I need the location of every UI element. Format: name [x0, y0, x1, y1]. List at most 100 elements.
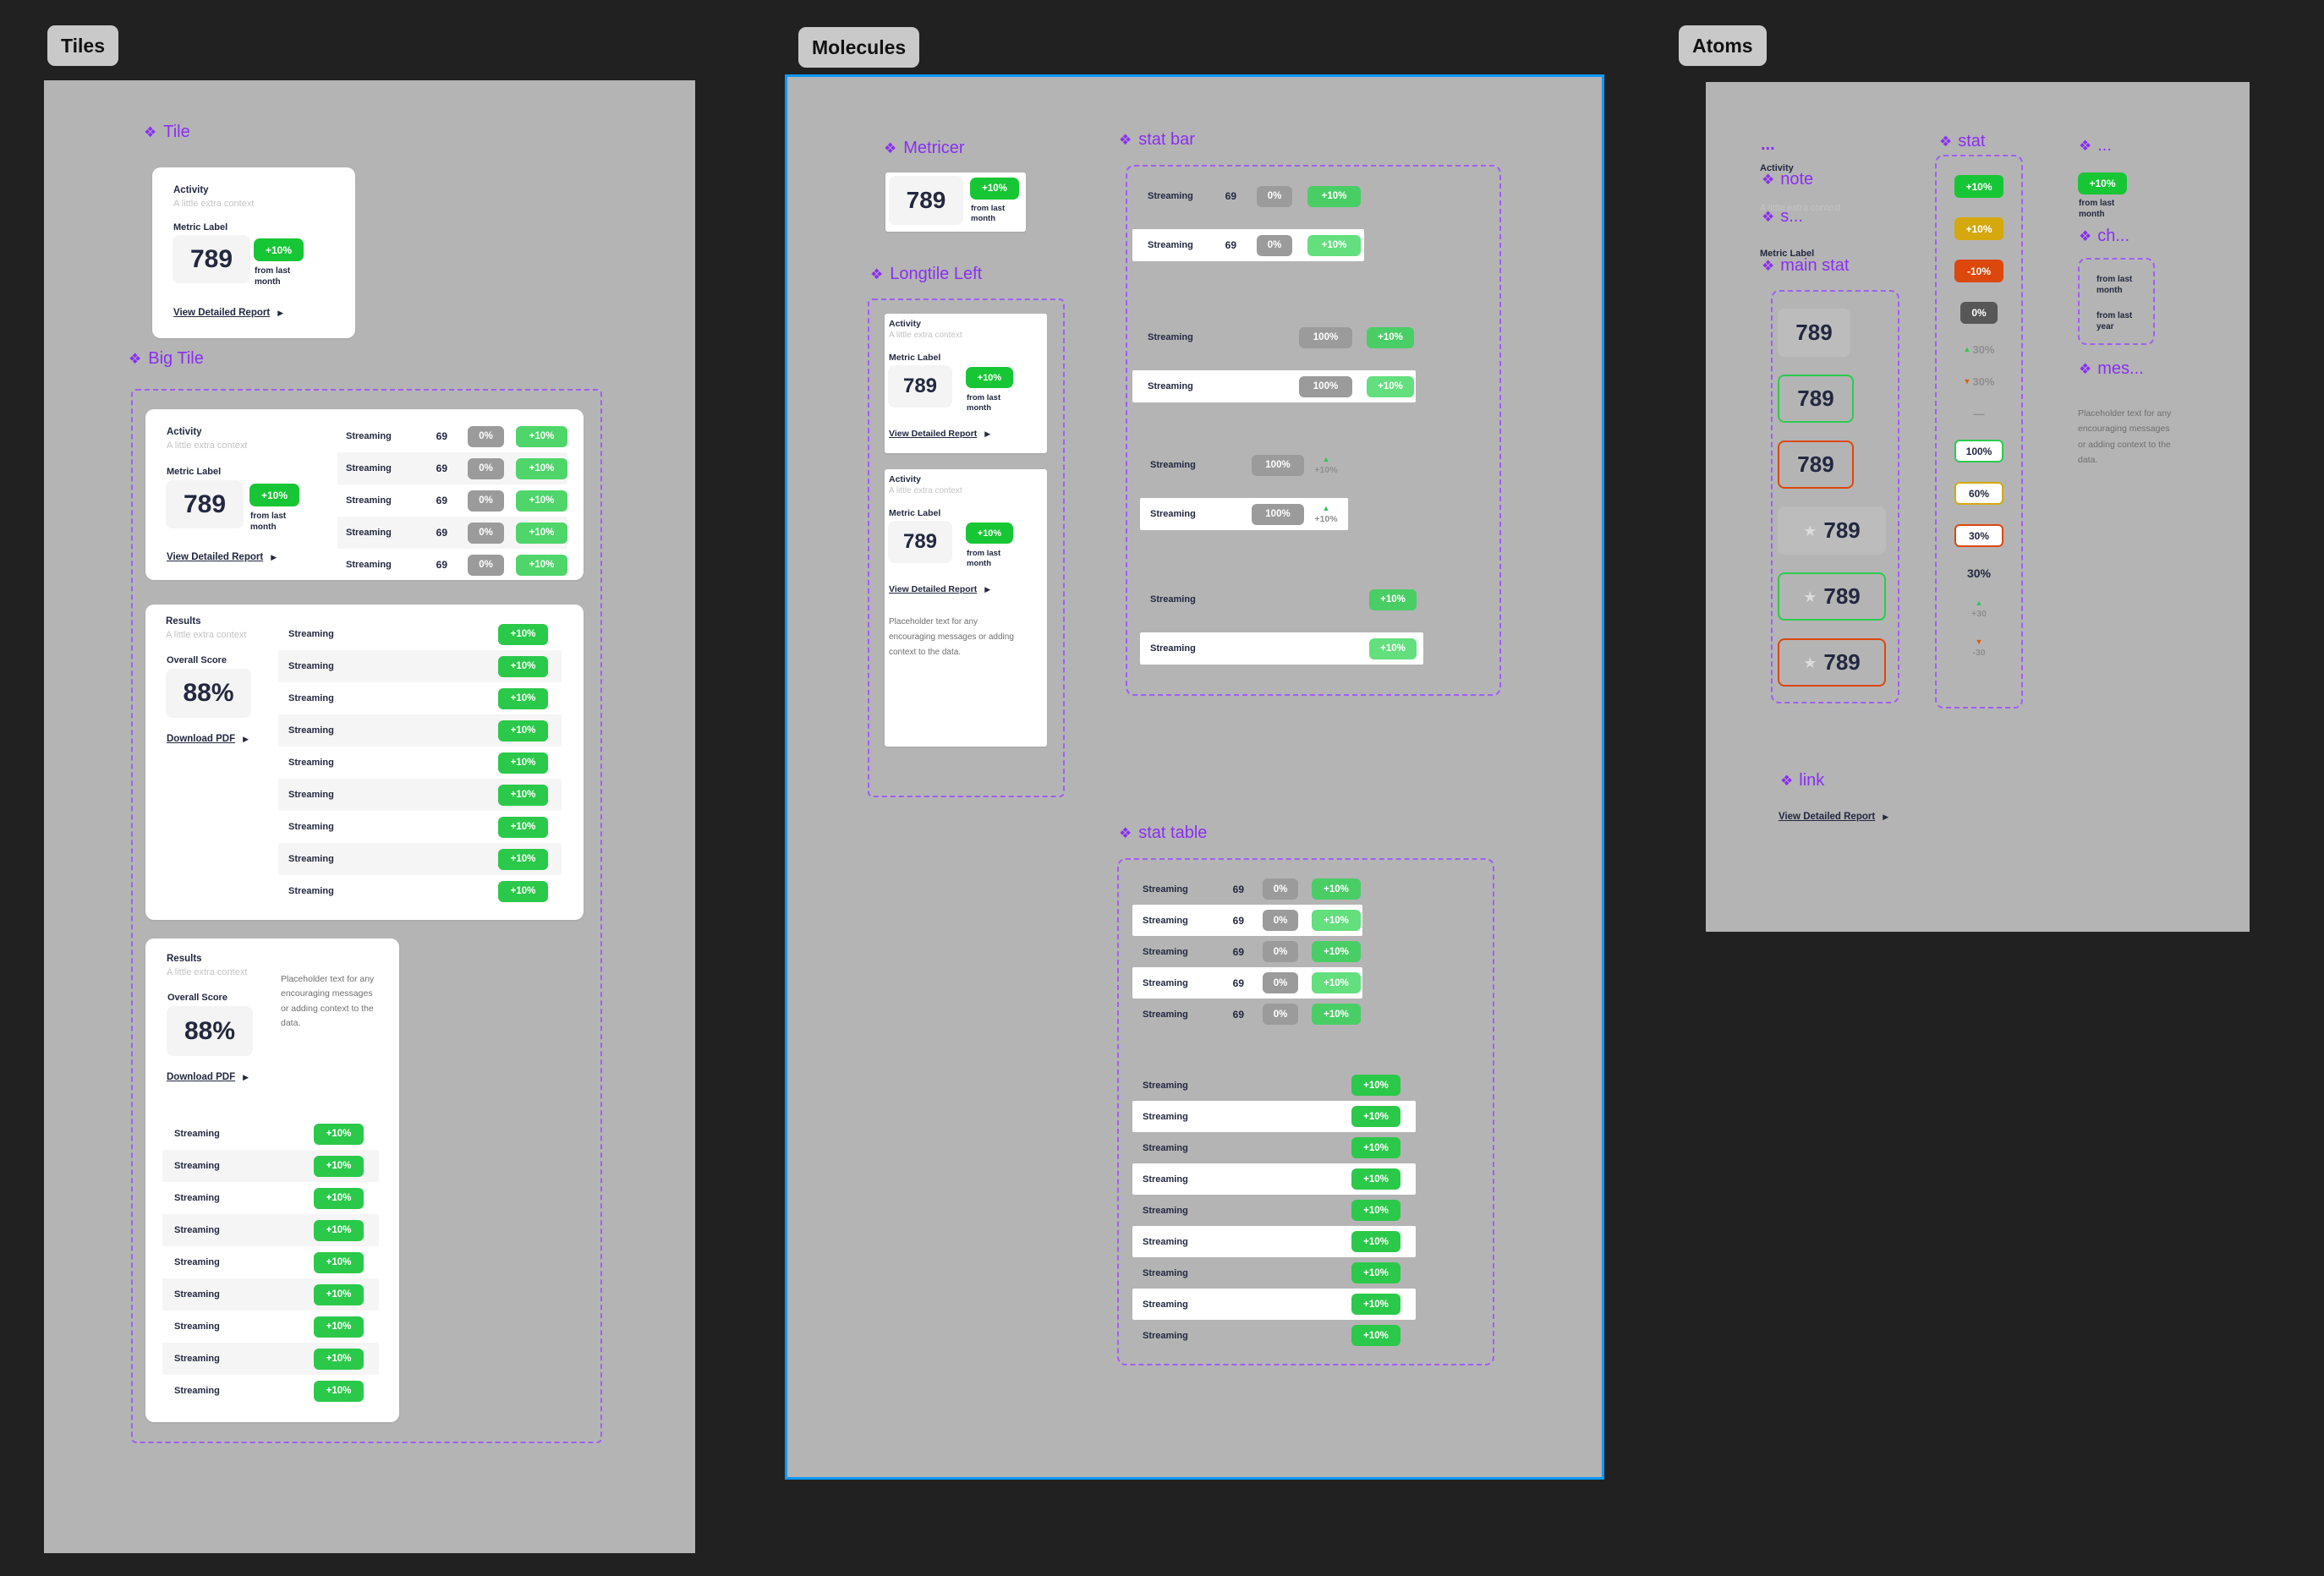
score-value: 88%: [166, 669, 251, 718]
metric-value: 789: [888, 365, 952, 408]
component-title-big-tile[interactable]: ❖ Big Tile: [129, 349, 204, 369]
component-icon: ❖: [1119, 825, 1132, 841]
view-report-link[interactable]: View Detailed Report ▶: [1779, 812, 1888, 822]
delta-badge: +10%: [516, 490, 567, 512]
delta-badge: +10%: [1351, 1262, 1400, 1283]
component-title-metricer[interactable]: ❖ Metricer: [884, 139, 964, 158]
score-label: Overall Score: [167, 655, 227, 665]
frame-label-tiles[interactable]: Tiles: [47, 25, 118, 66]
row-value: 69: [1225, 190, 1236, 202]
placeholder-text: Placeholder text for any encouraging mes…: [281, 974, 375, 1028]
placeholder-text: Placeholder text for any encouraging mes…: [2078, 408, 2172, 466]
atoms-frame[interactable]: ... Activity ❖ note A little extra conte…: [1706, 82, 2250, 932]
component-title-mes[interactable]: ❖ mes...: [2079, 359, 2144, 379]
download-pdf-link[interactable]: Download PDF ▶: [167, 734, 249, 744]
main-stat-negative: 789: [1778, 441, 1854, 489]
stat-down-value: ▼ -30: [1972, 638, 1985, 658]
stat-value: 789: [1797, 386, 1834, 411]
longtile-card: Activity A little extra context Metric L…: [885, 469, 1047, 747]
delta-badge: +10%: [498, 880, 548, 902]
row-label: Streaming: [288, 790, 334, 800]
delta-badge: +10%: [1369, 638, 1417, 659]
row-label: Streaming: [174, 1386, 220, 1396]
component-icon: ❖: [1762, 171, 1775, 188]
molecules-frame[interactable]: ❖ Metricer 789 +10% from last month ❖ Lo…: [785, 74, 1604, 1480]
placeholder-text: Placeholder text for any encouraging mes…: [889, 617, 1014, 657]
arrow-up-icon: ▲: [1975, 599, 1983, 607]
row-label: Streaming: [174, 1257, 220, 1267]
view-report-link[interactable]: View Detailed Report ▶: [173, 308, 283, 318]
tile-card: Activity A little extra context Metric L…: [152, 167, 355, 338]
results-card-narrow: Results A little extra context Placehold…: [145, 938, 399, 1422]
row-label: Streaming: [174, 1193, 220, 1203]
view-report-link[interactable]: View Detailed Report ▶: [889, 429, 990, 439]
row-value: 69: [1232, 977, 1244, 989]
component-title-s[interactable]: ❖ s...: [1762, 207, 1803, 227]
component-title-link[interactable]: ❖ link: [1780, 771, 1824, 791]
stat-outline-orange: 30%: [1954, 524, 2003, 547]
atom-subtitle-sample: A little extra context: [1760, 203, 1841, 213]
stat-bar-pair3: Streaming 100% ▲ +10% Streaming 100% ▲ +…: [1140, 449, 1348, 530]
delta-badge: +10%: [966, 523, 1013, 544]
row-value: 69: [436, 462, 447, 474]
component-title-note[interactable]: ❖ note: [1762, 170, 1813, 189]
row-label: Streaming: [1143, 884, 1188, 895]
frame-label-atoms[interactable]: Atoms: [1679, 25, 1767, 66]
view-report-link[interactable]: View Detailed Report ▶: [889, 584, 990, 594]
row-label: Streaming: [288, 854, 334, 864]
table-row: Streaming 69 0% +10%: [1132, 967, 1362, 999]
pct-badge: 0%: [1263, 910, 1298, 931]
delta-badge: +10%: [966, 367, 1013, 388]
frame-label-molecules[interactable]: Molecules: [798, 27, 920, 68]
row-label: Streaming: [1150, 643, 1196, 654]
row-label: Streaming: [1150, 509, 1196, 519]
stat-outline-green: 100%: [1954, 440, 2003, 462]
component-title-stat[interactable]: ❖ stat: [1939, 132, 1986, 151]
component-title-tile[interactable]: ❖ Tile: [144, 123, 190, 142]
component-title-stat-bar[interactable]: ❖ stat bar: [1119, 130, 1195, 150]
play-icon: ▶: [271, 552, 277, 561]
delta-badge: +10%: [1351, 1294, 1400, 1315]
delta-badge: +10%: [1351, 1137, 1400, 1158]
delta-caption: from last month: [255, 266, 291, 287]
card-heading: Results: [167, 954, 202, 964]
arrow-up-icon: ▲: [1963, 345, 1971, 353]
row-label: Streaming: [174, 1225, 220, 1235]
stat-bar-bounds: [1126, 165, 1501, 696]
delta-badge: +10%: [314, 1187, 364, 1209]
table-row: Streaming +10%: [162, 1311, 379, 1343]
component-title-longtile-left[interactable]: ❖ Longtile Left: [870, 265, 982, 284]
delta-badge: +10%: [498, 655, 548, 677]
pct-badge: 100%: [1252, 503, 1304, 525]
row-label: Streaming: [174, 1161, 220, 1171]
delta-badge: +10%: [1367, 375, 1414, 397]
row-label: Streaming: [288, 629, 334, 639]
delta-small: +10%: [1314, 513, 1338, 524]
component-title-dots[interactable]: ...: [1761, 135, 1775, 154]
delta-badge: +10%: [1351, 1231, 1400, 1252]
arrow-down-icon: ▼: [1963, 377, 1971, 386]
component-title-stat-table[interactable]: ❖ stat table: [1119, 824, 1207, 843]
caption-month: from last month: [2097, 275, 2133, 295]
component-title-label: link: [1799, 771, 1825, 790]
component-title-main-stat[interactable]: ❖ main stat: [1762, 256, 1849, 276]
component-icon: ❖: [1762, 257, 1775, 274]
download-pdf-link[interactable]: Download PDF ▶: [167, 1072, 249, 1082]
row-label: Streaming: [346, 431, 392, 441]
link-label: Download PDF: [167, 734, 236, 744]
play-icon: ▶: [243, 734, 249, 743]
component-icon: ❖: [1119, 132, 1132, 148]
tiles-frame[interactable]: ❖ Tile Activity A little extra context M…: [44, 80, 695, 1553]
component-title-ch[interactable]: ❖ ch...: [2079, 227, 2129, 246]
card-heading: Activity: [173, 185, 209, 195]
component-icon: ❖: [870, 266, 884, 282]
stat-plain-percent: 30%: [1966, 566, 1992, 580]
component-title-dots3[interactable]: ❖ ...: [2079, 136, 2112, 156]
play-icon: ▶: [243, 1072, 249, 1081]
link-label: View Detailed Report: [889, 584, 978, 594]
view-report-link[interactable]: View Detailed Report ▶: [167, 552, 277, 562]
main-stat-starred-positive: ★ 789: [1778, 572, 1886, 621]
delta-caption: from last month: [967, 549, 1001, 568]
stat-table-bounds: [1117, 858, 1494, 1365]
pct-badge: 0%: [1263, 972, 1298, 993]
